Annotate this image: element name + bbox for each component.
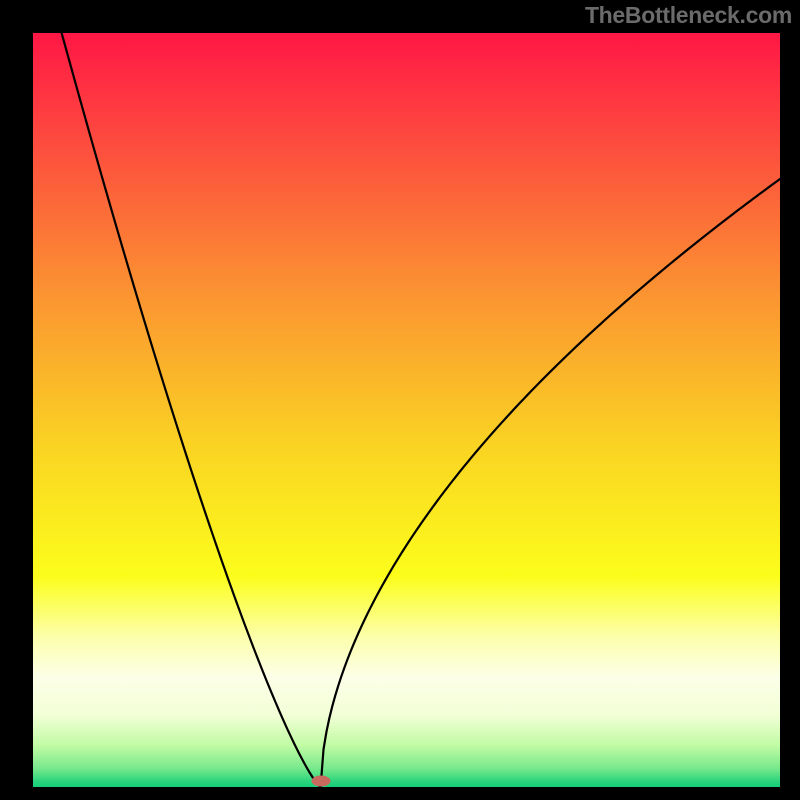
watermark-text: TheBottleneck.com xyxy=(585,2,792,29)
plot-area xyxy=(33,33,780,787)
curve-path xyxy=(59,33,780,787)
chart-container: TheBottleneck.com xyxy=(0,0,800,800)
trough-marker xyxy=(311,776,330,787)
bottleneck-curve xyxy=(33,33,780,787)
